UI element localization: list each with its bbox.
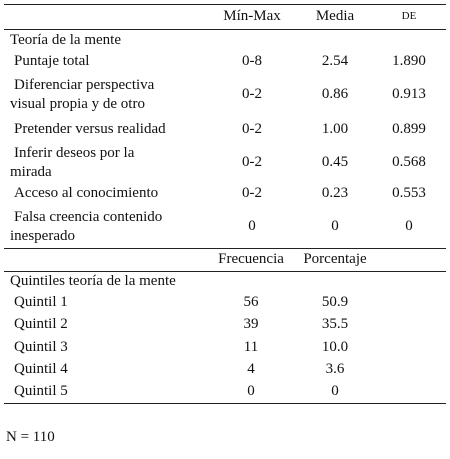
row-label: Pretender versus realidad <box>14 121 166 137</box>
row-label: Quintil 2 <box>14 316 68 333</box>
cell: 0.568 <box>392 154 426 170</box>
cell: 0.899 <box>392 121 426 137</box>
cell: 0 <box>248 218 256 234</box>
column-header: Frecuencia <box>218 251 284 267</box>
cell: 0-8 <box>242 53 262 69</box>
row-label: Quintil 4 <box>14 360 68 377</box>
row-label: Puntaje total <box>14 53 90 69</box>
cell: 0.23 <box>321 185 349 201</box>
cell: 10.0 <box>321 338 349 355</box>
cell: 0 <box>405 218 413 234</box>
cell: 1.890 <box>392 53 426 69</box>
column-header: DE <box>401 10 417 22</box>
column-header: Media <box>315 8 355 24</box>
column-header: Mín-Max <box>223 8 281 24</box>
cell: 11 <box>243 338 259 355</box>
row-label: Falsa creencia contenido <box>14 208 163 225</box>
note: N = 110 <box>6 429 55 445</box>
row-label: mirada <box>10 163 52 180</box>
cell: 35.5 <box>321 316 349 333</box>
rule <box>4 4 446 5</box>
row-label: Quintil 3 <box>14 338 68 355</box>
row-label: Diferenciar perspectiva <box>14 76 155 93</box>
cell: 4 <box>247 360 255 377</box>
row-label: inesperado <box>10 227 75 244</box>
cell: 0.45 <box>321 154 349 170</box>
column-header: Porcentaje <box>303 251 367 267</box>
row-label: Inferir deseos por la <box>14 144 135 161</box>
row-label: Acceso al conocimiento <box>14 185 159 201</box>
cell: 1.00 <box>321 121 349 137</box>
cell: 50.9 <box>321 294 349 310</box>
cell: 0.553 <box>392 185 426 201</box>
rule <box>4 271 446 272</box>
cell: 2.54 <box>321 53 349 69</box>
rule <box>4 403 446 404</box>
section-title: Quintiles teoría de la mente <box>10 273 176 289</box>
cell: 0 <box>331 383 339 400</box>
cell: 0-2 <box>242 121 262 137</box>
cell: 0-2 <box>242 185 262 201</box>
cell: 56 <box>243 294 259 310</box>
cell: 0 <box>247 383 255 400</box>
cell: 0.86 <box>321 86 349 102</box>
row-label: visual propia y de otro <box>10 95 145 112</box>
cell: 39 <box>243 316 259 333</box>
cell: 0-2 <box>242 86 262 102</box>
rule <box>4 248 446 249</box>
cell: 0 <box>331 218 339 234</box>
rule <box>4 29 446 30</box>
section-title: Teoría de la mente <box>10 32 121 48</box>
row-label: Quintil 1 <box>14 294 68 310</box>
cell: 0-2 <box>242 154 262 170</box>
cell: 0.913 <box>392 86 426 102</box>
cell: 3.6 <box>325 360 345 377</box>
row-label: Quintil 5 <box>14 383 68 400</box>
